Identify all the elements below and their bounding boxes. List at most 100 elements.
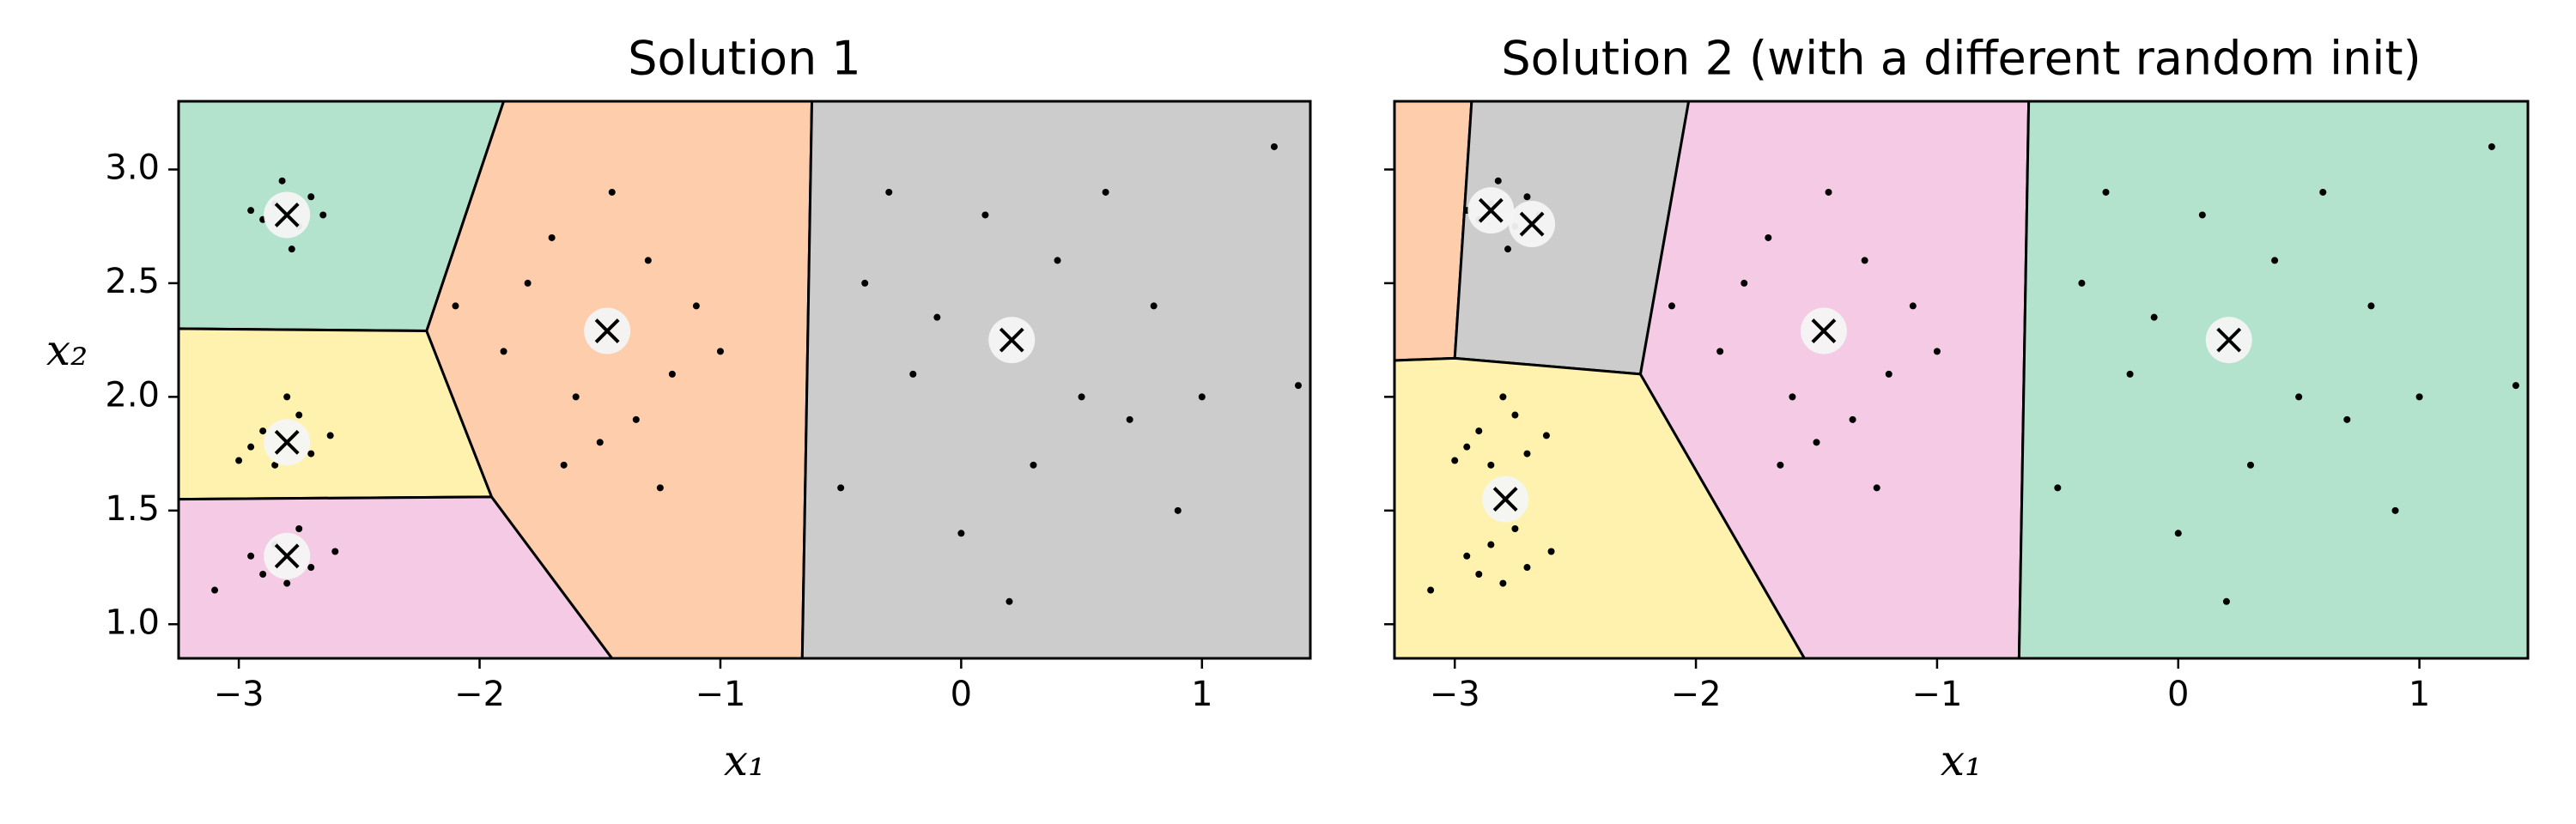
- x-tick-label: −3: [214, 675, 264, 714]
- data-point: [452, 302, 459, 310]
- data-point: [2343, 415, 2351, 423]
- data-point: [2247, 461, 2255, 469]
- centroid-cross: [1811, 318, 1837, 343]
- data-point: [981, 211, 989, 219]
- data-point: [1463, 443, 1471, 451]
- data-point: [1054, 257, 1061, 264]
- data-point: [2415, 393, 2423, 401]
- axes-frame: [177, 100, 1312, 660]
- data-point: [1499, 579, 1507, 587]
- y-tick-label: 1.0: [105, 603, 160, 642]
- x-tick-label: −2: [454, 675, 505, 714]
- data-point: [909, 370, 917, 378]
- data-point: [1789, 393, 1796, 401]
- data-point: [632, 415, 640, 423]
- data-point: [716, 348, 724, 355]
- data-point: [692, 302, 700, 310]
- data-point: [2222, 597, 2230, 605]
- subplot: −3 −2 −1 0 1 1.0 1.5 2.0 2.5 3.0 Solution 1 x₁ x₂: [46, 32, 1312, 785]
- y-tick-label: 1.5: [105, 489, 160, 529]
- subplot-title: Solution 1: [628, 32, 861, 86]
- data-point: [1511, 411, 1519, 419]
- data-point: [2391, 506, 2399, 514]
- data-point: [1475, 427, 1483, 435]
- data-point: [2512, 382, 2519, 390]
- x-axis-label: x₁: [724, 736, 765, 785]
- data-point: [2295, 393, 2303, 401]
- data-point: [2150, 313, 2158, 321]
- data-point: [283, 579, 291, 587]
- data-point: [1547, 548, 1555, 555]
- data-point: [307, 193, 315, 201]
- y-tick-label: 2.0: [105, 375, 160, 415]
- data-point: [1150, 302, 1157, 310]
- data-point: [596, 439, 604, 446]
- data-point: [1825, 188, 1832, 196]
- data-point: [548, 233, 556, 241]
- data-point: [295, 411, 303, 419]
- data-point: [288, 245, 295, 253]
- data-point: [259, 427, 267, 435]
- data-point: [1542, 432, 1550, 439]
- data-point: [307, 450, 315, 457]
- x-tick-label: −2: [1671, 675, 1722, 714]
- data-point: [1523, 450, 1531, 457]
- data-point: [235, 457, 243, 464]
- centroid-cross: [2216, 327, 2242, 353]
- data-point: [608, 188, 616, 196]
- x-tick-label: 1: [1191, 675, 1212, 714]
- data-point: [1005, 597, 1013, 605]
- centroid-cross: [274, 203, 300, 227]
- data-point: [1126, 415, 1133, 423]
- data-point: [861, 279, 869, 287]
- centroid-cross: [594, 318, 620, 343]
- data-point: [656, 484, 664, 492]
- data-point: [1030, 461, 1037, 469]
- x-tick-label: −1: [695, 675, 745, 714]
- data-point: [1174, 506, 1182, 514]
- x-tick-label: 1: [2409, 675, 2430, 714]
- data-point: [1102, 188, 1109, 196]
- data-point: [1451, 457, 1459, 464]
- x-tick-label: 0: [2167, 675, 2189, 714]
- data-point: [278, 177, 286, 185]
- data-point: [1475, 570, 1483, 578]
- data-point: [1294, 382, 1302, 390]
- data-point: [2102, 188, 2110, 196]
- data-point: [2488, 142, 2495, 150]
- data-point: [1668, 302, 1675, 310]
- data-point: [572, 393, 580, 401]
- data-point: [1885, 370, 1893, 378]
- data-point: [1504, 245, 1511, 253]
- data-point: [524, 279, 532, 287]
- axes-frame: [1393, 100, 2530, 660]
- data-point: [1777, 461, 1784, 469]
- data-point: [2054, 484, 2062, 492]
- data-point: [560, 461, 568, 469]
- data-point: [1487, 541, 1495, 548]
- data-point: [1499, 393, 1507, 401]
- data-point: [644, 257, 652, 264]
- data-point: [307, 564, 315, 572]
- data-point: [500, 348, 507, 355]
- data-point: [1078, 393, 1085, 401]
- data-point: [1523, 564, 1531, 572]
- centroid-cross: [274, 429, 300, 455]
- data-point: [1873, 484, 1880, 492]
- data-point: [933, 313, 941, 321]
- data-point: [1523, 193, 1531, 201]
- x-tick-label: −1: [1911, 675, 1962, 714]
- y-axis-label: x₂: [46, 325, 88, 375]
- data-point: [1511, 525, 1519, 533]
- data-point: [1849, 415, 1856, 423]
- data-point: [319, 211, 327, 219]
- centroid-cross: [999, 327, 1024, 353]
- data-point: [283, 393, 291, 401]
- data-point: [247, 207, 255, 215]
- centroid-cross: [274, 543, 300, 569]
- data-point: [1909, 302, 1917, 310]
- data-point: [2078, 279, 2086, 287]
- data-point: [331, 548, 339, 555]
- data-point: [1494, 177, 1502, 185]
